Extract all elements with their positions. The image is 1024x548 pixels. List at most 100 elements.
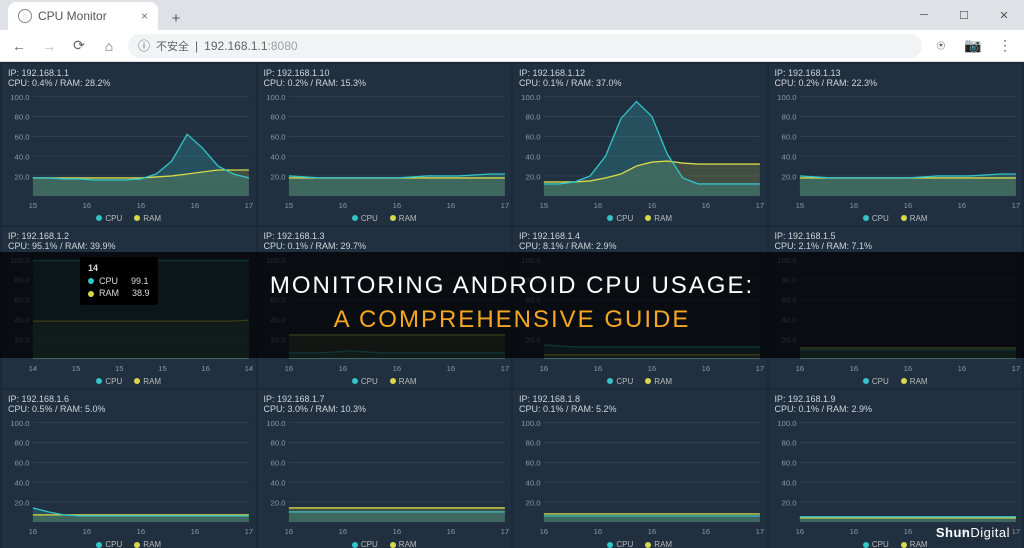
svg-text:40.0: 40.0	[526, 479, 541, 488]
panel-chart: 100.080.060.040.020.01616161617	[258, 416, 512, 537]
svg-text:60.0: 60.0	[781, 459, 796, 468]
panel-legend: CPU RAM	[513, 538, 767, 548]
chart-panel[interactable]: IP: 192.168.1.7 CPU: 3.0% / RAM: 10.3% 1…	[258, 390, 512, 548]
menu-icon[interactable]: ⋮	[994, 35, 1016, 57]
panel-ip: IP: 192.168.1.5	[775, 231, 1017, 241]
panel-legend: CPU RAM	[513, 374, 767, 388]
svg-text:100.0: 100.0	[10, 93, 29, 102]
minimize-button[interactable]: ─	[904, 0, 944, 30]
panel-ip: IP: 192.168.1.3	[264, 231, 506, 241]
chart-panel[interactable]: IP: 192.168.1.12 CPU: 0.1% / RAM: 37.0% …	[513, 64, 767, 225]
panel-stats: CPU: 0.4% / RAM: 28.2%	[8, 78, 250, 88]
svg-text:17: 17	[500, 527, 509, 536]
tab-title: CPU Monitor	[38, 9, 107, 23]
panel-ip: IP: 192.168.1.6	[8, 394, 250, 404]
svg-text:100.0: 100.0	[521, 93, 540, 102]
svg-text:40.0: 40.0	[781, 152, 796, 161]
address-bar: ← → ⟳ ⌂ ⓘ 不安全 | 192.168.1.1:8080 ⍟ 📷 ⋮	[0, 30, 1024, 62]
panel-legend: CPU RAM	[2, 538, 256, 548]
svg-text:40.0: 40.0	[15, 152, 30, 161]
panel-stats: CPU: 8.1% / RAM: 2.9%	[519, 241, 761, 251]
svg-text:15: 15	[284, 201, 293, 210]
home-button[interactable]: ⌂	[98, 35, 120, 57]
svg-text:16: 16	[594, 201, 603, 210]
panel-stats: CPU: 0.5% / RAM: 5.0%	[8, 404, 250, 414]
tab-cpu-monitor[interactable]: ◌ CPU Monitor ×	[8, 2, 158, 30]
svg-text:16: 16	[903, 201, 912, 210]
svg-text:16: 16	[594, 527, 603, 536]
svg-text:16: 16	[957, 201, 966, 210]
panel-stats: CPU: 0.1% / RAM: 37.0%	[519, 78, 761, 88]
panel-ip: IP: 192.168.1.1	[8, 68, 250, 78]
svg-text:20.0: 20.0	[270, 172, 285, 181]
panel-stats: CPU: 0.1% / RAM: 5.2%	[519, 404, 761, 414]
svg-text:20.0: 20.0	[781, 172, 796, 181]
panel-chart: 100.080.060.040.020.01516161617	[2, 90, 256, 211]
panel-ip: IP: 192.168.1.13	[775, 68, 1017, 78]
svg-text:60.0: 60.0	[15, 133, 30, 142]
browser-window: ◌ CPU Monitor × + ─ ☐ ✕ ← → ⟳ ⌂ ⓘ 不安全 | …	[0, 0, 1024, 548]
omnibox[interactable]: ⓘ 不安全 | 192.168.1.1:8080	[128, 34, 922, 58]
svg-text:80.0: 80.0	[15, 113, 30, 122]
svg-text:40.0: 40.0	[526, 152, 541, 161]
svg-text:60.0: 60.0	[526, 459, 541, 468]
reload-button[interactable]: ⟳	[68, 35, 90, 57]
svg-text:15: 15	[158, 364, 167, 373]
back-button[interactable]: ←	[8, 35, 30, 57]
svg-text:40.0: 40.0	[270, 479, 285, 488]
chart-tooltip: 14 CPU99.1RAM38.9	[80, 257, 158, 305]
panel-stats: CPU: 2.1% / RAM: 7.1%	[775, 241, 1017, 251]
svg-text:16: 16	[137, 201, 146, 210]
svg-text:16: 16	[446, 201, 455, 210]
svg-text:16: 16	[795, 364, 804, 373]
svg-text:60.0: 60.0	[526, 133, 541, 142]
svg-text:16: 16	[137, 527, 146, 536]
chart-panel[interactable]: IP: 192.168.1.1 CPU: 0.4% / RAM: 28.2% 1…	[2, 64, 256, 225]
svg-text:20.0: 20.0	[15, 499, 30, 508]
svg-text:16: 16	[338, 364, 347, 373]
svg-text:16: 16	[191, 201, 200, 210]
svg-text:16: 16	[648, 201, 657, 210]
svg-text:16: 16	[849, 201, 858, 210]
panel-stats: CPU: 0.2% / RAM: 22.3%	[775, 78, 1017, 88]
panel-legend: CPU RAM	[769, 374, 1023, 388]
svg-text:16: 16	[702, 527, 711, 536]
chart-panel[interactable]: IP: 192.168.1.10 CPU: 0.2% / RAM: 15.3% …	[258, 64, 512, 225]
close-icon[interactable]: ×	[141, 9, 148, 23]
window-controls: ─ ☐ ✕	[904, 0, 1024, 30]
svg-text:16: 16	[392, 364, 401, 373]
svg-text:80.0: 80.0	[15, 439, 30, 448]
svg-text:60.0: 60.0	[15, 459, 30, 468]
svg-text:16: 16	[284, 364, 293, 373]
chart-panel[interactable]: IP: 192.168.1.8 CPU: 0.1% / RAM: 5.2% 10…	[513, 390, 767, 548]
tab-bar: ◌ CPU Monitor × + ─ ☐ ✕	[0, 0, 1024, 30]
maximize-button[interactable]: ☐	[944, 0, 984, 30]
chart-panel[interactable]: IP: 192.168.1.13 CPU: 0.2% / RAM: 22.3% …	[769, 64, 1023, 225]
panel-ip: IP: 192.168.1.9	[775, 394, 1017, 404]
panel-stats: CPU: 3.0% / RAM: 10.3%	[264, 404, 506, 414]
chart-panel[interactable]: IP: 192.168.1.6 CPU: 0.5% / RAM: 5.0% 10…	[2, 390, 256, 548]
panel-stats: CPU: 95.1% / RAM: 39.9%	[8, 241, 250, 251]
panel-stats: CPU: 0.2% / RAM: 15.3%	[264, 78, 506, 88]
panel-chart: 100.080.060.040.020.01616161617	[2, 416, 256, 537]
new-tab-button[interactable]: +	[164, 6, 188, 30]
search-icon[interactable]: ⍟	[930, 35, 952, 57]
svg-text:16: 16	[702, 364, 711, 373]
panel-legend: CPU RAM	[2, 374, 256, 388]
camera-icon[interactable]: 📷	[962, 35, 984, 57]
svg-text:17: 17	[245, 527, 254, 536]
svg-text:15: 15	[115, 364, 124, 373]
svg-text:17: 17	[1011, 201, 1020, 210]
svg-text:16: 16	[191, 527, 200, 536]
watermark: ShunDigital	[936, 525, 1010, 540]
svg-text:60.0: 60.0	[270, 459, 285, 468]
forward-button[interactable]: →	[38, 35, 60, 57]
close-button[interactable]: ✕	[984, 0, 1024, 30]
svg-text:20.0: 20.0	[781, 499, 796, 508]
svg-text:100.0: 100.0	[266, 93, 285, 102]
svg-text:16: 16	[594, 364, 603, 373]
svg-text:16: 16	[201, 364, 210, 373]
panel-legend: CPU RAM	[258, 211, 512, 225]
panel-ip: IP: 192.168.1.2	[8, 231, 250, 241]
info-icon: ⓘ	[138, 37, 150, 54]
